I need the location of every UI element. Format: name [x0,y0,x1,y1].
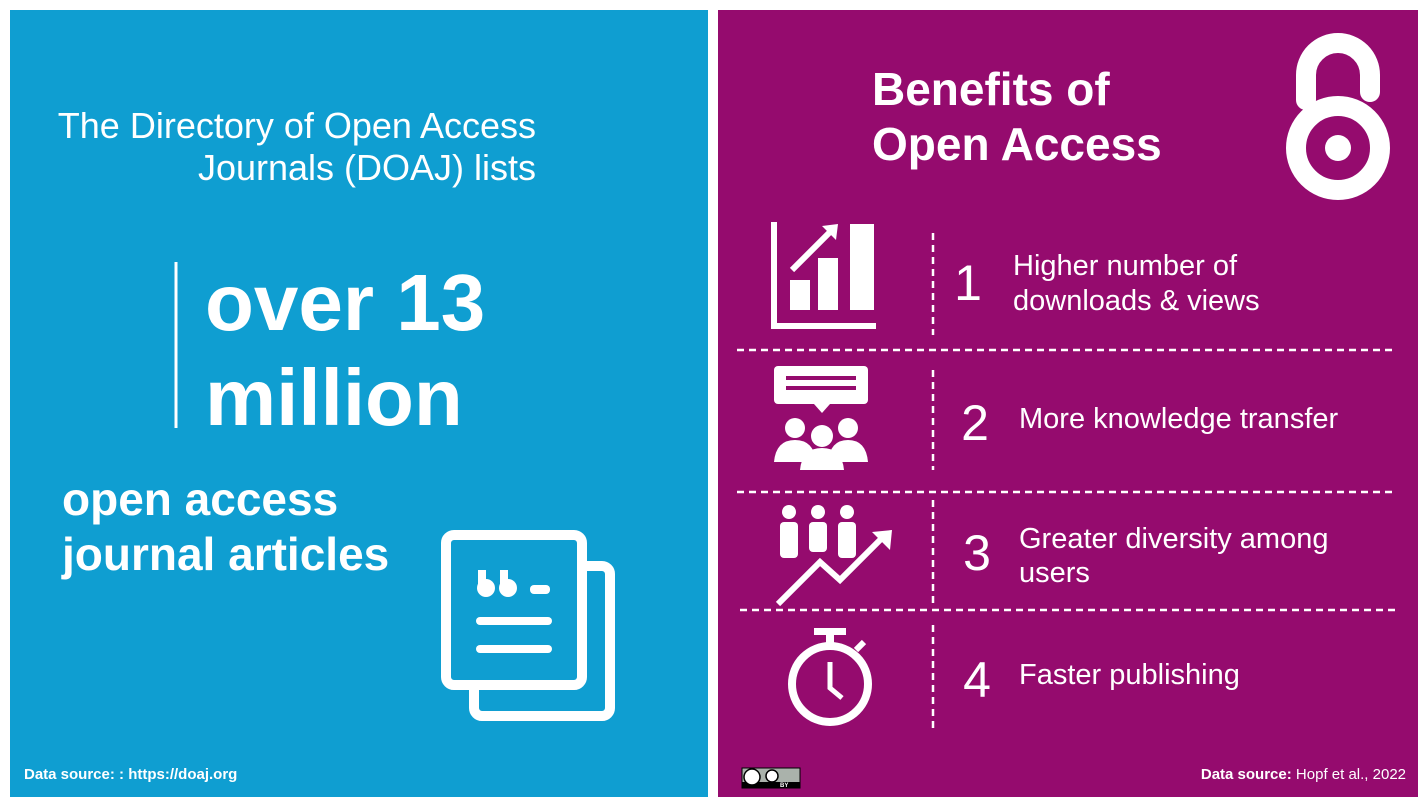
audience-icon [774,366,868,470]
subject-line: open access [62,473,338,525]
benefit-text: users [1019,557,1090,589]
source-label: Data source: [1201,766,1292,783]
benefit-number: 1 [954,255,982,311]
highlight-line: million [205,353,463,442]
benefit-text: More knowledge transfer [1019,403,1338,435]
chart-icon [771,222,876,329]
benefit-number: 4 [963,652,991,708]
document-icon [441,530,615,721]
license-text: BY [780,783,788,789]
source: Data source: Hopf et al., 2022 [1201,766,1406,783]
open-access-logo [1286,33,1390,200]
benefit-number: 2 [961,395,989,451]
benefit-text: Greater diversity among [1019,523,1328,555]
license-badge: BY [741,767,801,789]
benefit-text: Faster publishing [1019,659,1240,691]
title-line: Benefits of [872,63,1110,115]
stopwatch-icon [788,628,872,726]
source: Data source: : https://doaj.org [24,766,237,783]
intro-line: The Directory of Open Access [58,105,536,146]
benefit-text: downloads & views [1013,285,1260,317]
diversity-icon [775,505,892,607]
benefit-number: 3 [963,525,991,581]
highlight-line: over 13 [205,258,485,347]
title-line: Open Access [872,118,1162,170]
benefit-text: Higher number of [1013,250,1238,282]
subject-line: journal articles [61,528,389,580]
intro-line: Journals (DOAJ) lists [198,147,536,188]
left-panel [10,10,708,797]
source-text: Hopf et al., 2022 [1296,766,1406,783]
